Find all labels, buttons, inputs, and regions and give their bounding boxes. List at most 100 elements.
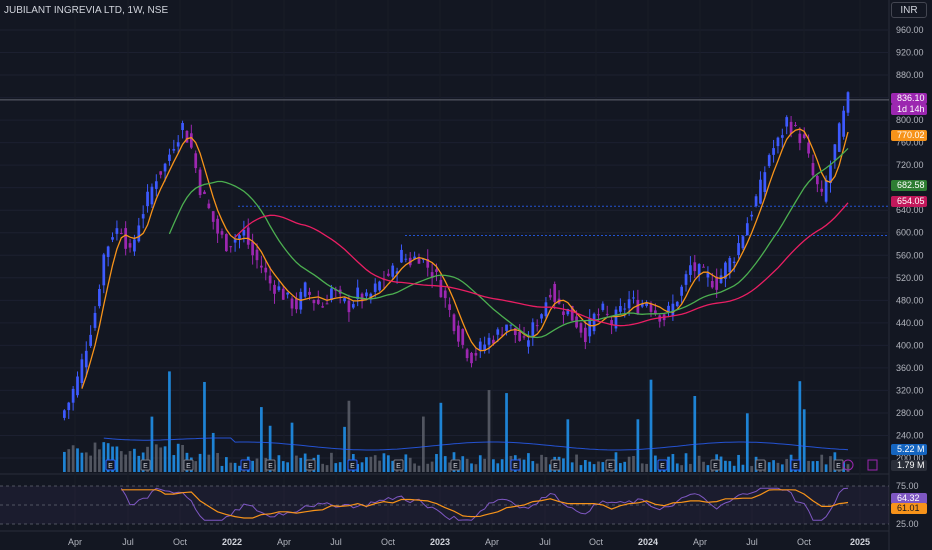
volume-bar [588, 461, 592, 472]
earnings-marker[interactable] [183, 459, 194, 471]
earnings-marker[interactable] [710, 459, 721, 471]
candle-body [544, 302, 548, 317]
x-tick-label: Oct [381, 537, 396, 547]
volume-bar [487, 390, 491, 472]
candle-body [846, 92, 850, 113]
dividend-marker[interactable] [842, 459, 854, 471]
candle-body [675, 301, 679, 307]
volume-bar [750, 465, 754, 472]
candle-body [343, 298, 346, 302]
volume-bar [373, 455, 377, 472]
earnings-marker[interactable] [265, 459, 276, 471]
candle-body [189, 133, 193, 148]
volume-bar [535, 463, 539, 472]
volume-bar [369, 456, 373, 472]
volume-bar [798, 381, 802, 472]
upcoming-earnings-marker[interactable] [867, 459, 878, 471]
earnings-marker[interactable] [393, 459, 404, 471]
candle-body [702, 266, 705, 268]
volume-bar [483, 458, 487, 472]
candle-body [522, 336, 526, 338]
earnings-marker-label: E [308, 463, 313, 470]
candle-body [693, 262, 697, 272]
earnings-marker[interactable] [755, 459, 766, 471]
candle-body [321, 306, 325, 308]
symbol-title[interactable]: JUBILANT INGREVIA LTD, 1W, NSE [4, 5, 169, 16]
earnings-marker[interactable] [605, 459, 616, 471]
volume-bar [286, 462, 290, 472]
candle-body [667, 305, 670, 313]
volume-bar [693, 396, 697, 472]
earnings-marker-label: E [143, 463, 148, 470]
earnings-marker[interactable] [240, 459, 251, 471]
earnings-marker[interactable] [105, 459, 116, 471]
candle-body [290, 298, 294, 309]
x-tick-label: Oct [797, 537, 812, 547]
x-tick-label: Jul [330, 537, 342, 547]
earnings-marker[interactable] [140, 459, 151, 471]
earnings-marker-label: E [243, 463, 248, 470]
volume-bar [732, 465, 736, 472]
x-tick-label: Jul [746, 537, 758, 547]
candle-body [176, 142, 180, 147]
volume-bar [597, 461, 600, 472]
volume-bar [592, 464, 596, 472]
candle-body [365, 292, 368, 297]
candle-body [426, 258, 430, 268]
candle-body [754, 196, 758, 206]
earnings-marker[interactable] [657, 459, 668, 471]
earnings-marker[interactable] [790, 459, 801, 471]
volume-bar [360, 462, 364, 472]
volume-bar [505, 393, 508, 472]
candle-body [421, 258, 425, 260]
candle-body [671, 303, 675, 316]
volume-tag: 5.22 M [891, 444, 927, 455]
earnings-marker-label: E [513, 463, 518, 470]
earnings-marker[interactable] [510, 459, 521, 471]
candle-body [400, 249, 403, 263]
countdown-tag: 1d 14h [891, 104, 927, 115]
volume-bar [356, 463, 360, 472]
candle-body [548, 294, 552, 298]
candle-body [268, 275, 272, 284]
volume-bar [295, 455, 298, 472]
volume-bar [684, 453, 688, 472]
candle-body [124, 228, 128, 249]
volume-bar [785, 458, 789, 472]
rsi-line [120, 487, 849, 521]
earnings-marker[interactable] [347, 459, 358, 471]
candle-body [312, 300, 316, 304]
volume-avg-tag: 1.79 M [891, 460, 927, 471]
candle-body [618, 306, 622, 312]
candle-body [776, 137, 780, 147]
candle-body [592, 313, 596, 332]
volume-bar [846, 464, 850, 472]
x-tick-label: Apr [277, 537, 291, 547]
volume-bar [702, 461, 705, 472]
candle-body [150, 186, 154, 205]
volume-bar [675, 463, 679, 472]
volume-bar [824, 464, 828, 472]
volume-bar [772, 460, 775, 472]
earnings-marker[interactable] [550, 459, 561, 471]
candle-body [439, 279, 443, 298]
currency-button[interactable]: INR [891, 2, 927, 18]
candle-body [697, 264, 701, 275]
volume-bar [492, 459, 495, 472]
y-tick-label: 760.00 [896, 138, 924, 148]
candle-body [724, 262, 727, 279]
volume-bar [627, 456, 631, 472]
volume-bar [216, 453, 219, 472]
candle-body [719, 275, 723, 284]
candle-body [566, 308, 570, 315]
candle-body [470, 352, 473, 364]
earnings-marker[interactable] [305, 459, 316, 471]
candle-body [829, 165, 832, 184]
volume-bar [386, 455, 390, 472]
candle-body [448, 304, 451, 310]
earnings-marker[interactable] [450, 459, 461, 471]
candle-body [141, 214, 145, 219]
x-tick-label: Apr [68, 537, 82, 547]
y-tick-label: 400.00 [896, 340, 924, 350]
